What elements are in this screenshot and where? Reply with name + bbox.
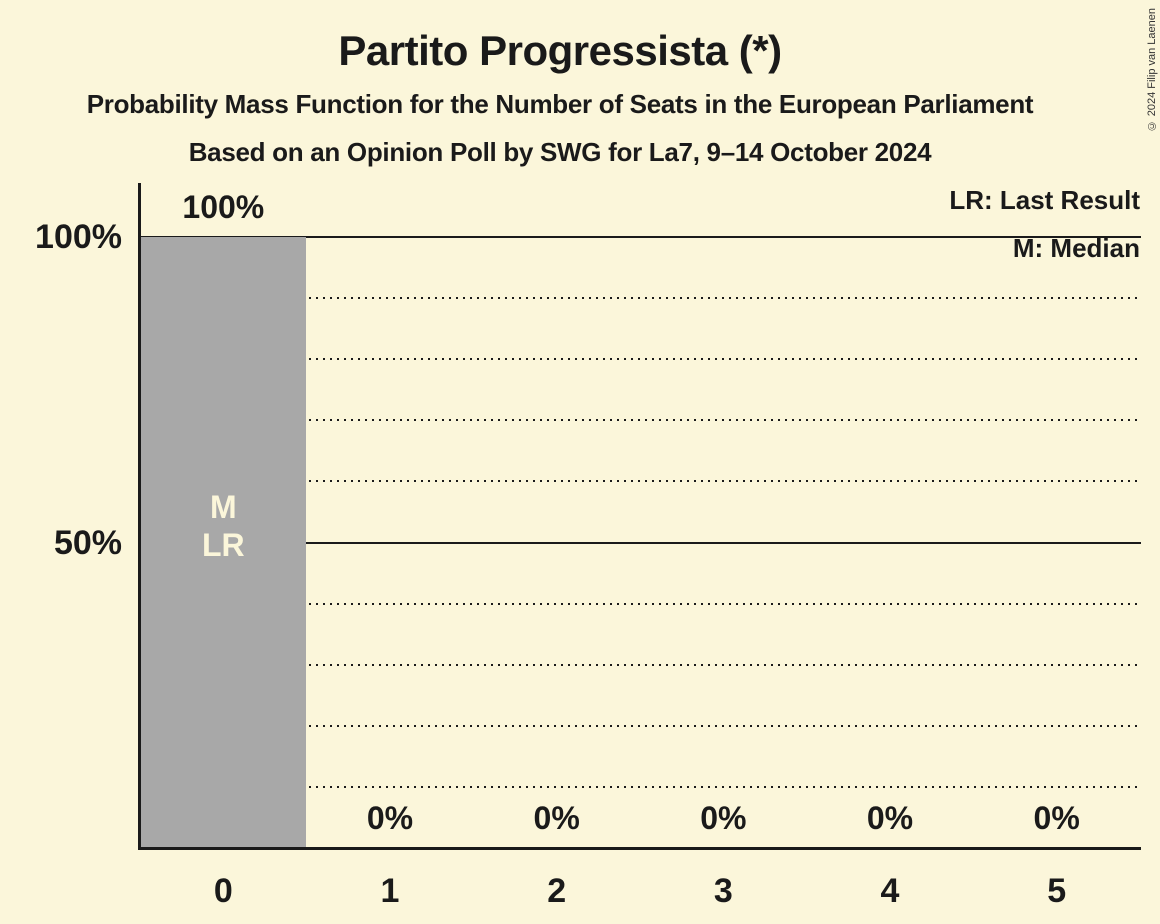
x-axis-line bbox=[138, 847, 1141, 850]
gridline-10pct bbox=[141, 785, 1141, 788]
x-tick-label: 5 bbox=[1047, 872, 1067, 910]
legend-median: M: Median bbox=[1012, 233, 1140, 263]
gridline-80pct bbox=[141, 358, 1141, 361]
chart-title: Partito Progressista (*) bbox=[338, 27, 782, 74]
bar-annotation-median-lastresult: M LR bbox=[140, 488, 307, 564]
x-tick-label: 3 bbox=[713, 872, 733, 910]
chart-source-line: Based on an Opinion Poll by SWG for La7,… bbox=[188, 137, 932, 167]
y-axis-line bbox=[138, 183, 141, 850]
x-tick-label: 0 bbox=[213, 872, 233, 910]
gridline-40pct bbox=[141, 602, 1141, 605]
bar-value-label: 0% bbox=[1033, 800, 1080, 836]
gridline-60pct bbox=[141, 480, 1141, 483]
y-tick-label: 50% bbox=[53, 523, 122, 562]
gridline-100pct bbox=[141, 236, 1141, 238]
y-tick-label: 100% bbox=[35, 218, 122, 256]
legend-last-result: LR: Last Result bbox=[949, 185, 1140, 215]
gridline-30pct bbox=[141, 663, 1141, 666]
bar-value-label: 0% bbox=[533, 800, 580, 836]
chart-subtitle: Probability Mass Function for the Number… bbox=[86, 89, 1034, 119]
x-tick-label: 4 bbox=[880, 872, 900, 910]
annotation-line: M bbox=[210, 489, 237, 525]
copyright-notice: © 2024 Filip van Laenen bbox=[1146, 8, 1158, 132]
bar-seats-0 bbox=[141, 237, 306, 848]
bar-value-label: 0% bbox=[700, 800, 747, 836]
bar-value-label: 0% bbox=[866, 800, 914, 836]
x-tick-label: 1 bbox=[380, 872, 400, 910]
bar-value-label: 0% bbox=[366, 800, 414, 836]
gridline-70pct bbox=[141, 419, 1141, 422]
x-tick-label: 2 bbox=[547, 872, 567, 910]
gridline-90pct bbox=[141, 297, 1141, 300]
annotation-line: LR bbox=[202, 527, 245, 563]
bar-value-label: 100% bbox=[182, 189, 265, 225]
gridline-50pct bbox=[141, 541, 1141, 544]
gridline-20pct bbox=[141, 724, 1141, 727]
